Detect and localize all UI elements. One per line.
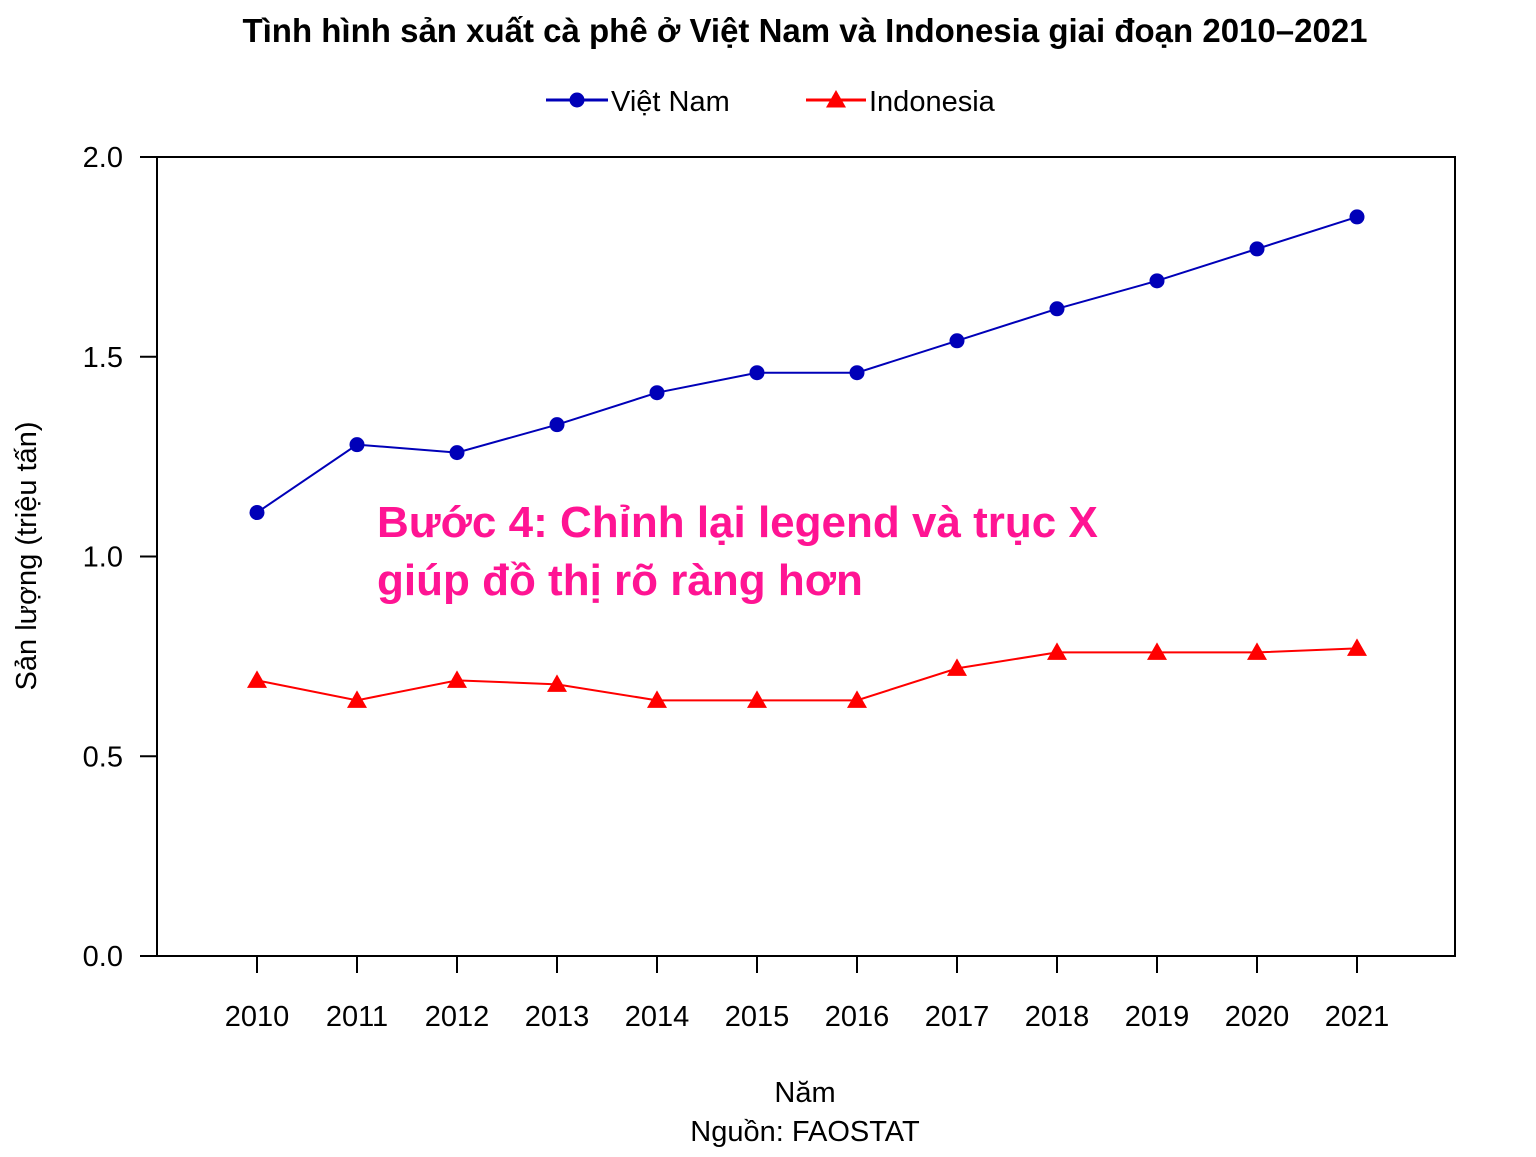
data-point-indonesia xyxy=(1347,638,1367,656)
data-point-viet-nam xyxy=(549,417,565,433)
legend-label: Indonesia xyxy=(869,86,996,118)
data-point-indonesia xyxy=(547,674,567,692)
source-caption: Nguồn: FAOSTAT xyxy=(690,1116,920,1148)
data-point-indonesia xyxy=(347,690,367,708)
x-tick-label: 2017 xyxy=(925,1001,990,1033)
x-tick-label: 2011 xyxy=(326,1001,388,1033)
data-point-viet-nam xyxy=(1349,209,1365,225)
data-point-viet-nam xyxy=(949,333,965,349)
x-axis: 2010 2011 2012 2013 2014 2015 2016 2017 2018 2019… xyxy=(225,956,1390,1033)
y-tick-label: 0.0 xyxy=(83,941,123,973)
data-point-indonesia xyxy=(847,690,867,708)
legend-item: Indonesia xyxy=(806,86,996,118)
x-tick-label: 2010 xyxy=(225,1001,290,1033)
legend: Việt Nam Indonesia xyxy=(546,86,996,118)
series-line-viet-nam xyxy=(256,215,1358,514)
y-tick-label: 1.5 xyxy=(83,342,123,374)
series-viet-nam xyxy=(249,209,1365,521)
legend-item: Việt Nam xyxy=(546,86,730,118)
x-tick-label: 2012 xyxy=(425,1001,490,1033)
x-tick-label: 2019 xyxy=(1125,1001,1190,1033)
data-point-indonesia xyxy=(247,670,267,688)
x-axis-label: Năm xyxy=(774,1077,835,1109)
x-tick-label: 2020 xyxy=(1225,1001,1290,1033)
data-point-viet-nam xyxy=(849,365,865,381)
x-tick-label: 2018 xyxy=(1025,1001,1090,1033)
annotation-line-2: giúp đồ thị rõ ràng hơn xyxy=(377,556,863,605)
legend-triangle-icon xyxy=(826,90,846,108)
legend-circle-icon xyxy=(569,92,585,108)
data-point-indonesia xyxy=(1247,642,1267,660)
data-point-viet-nam xyxy=(449,445,465,461)
data-point-indonesia xyxy=(647,690,667,708)
x-tick-label: 2016 xyxy=(825,1001,890,1033)
series-layer xyxy=(247,209,1367,708)
chart-title: Tình hình sản xuất cà phê ở Việt Nam và … xyxy=(242,12,1367,49)
y-axis-label: Sản lượng (triệu tấn) xyxy=(11,422,43,691)
data-point-viet-nam xyxy=(1149,273,1165,289)
legend-label: Việt Nam xyxy=(611,86,730,118)
x-tick-label: 2015 xyxy=(725,1001,790,1033)
data-point-indonesia xyxy=(447,670,467,688)
data-point-indonesia xyxy=(947,658,967,676)
series-indonesia xyxy=(247,638,1367,708)
y-tick-label: 0.5 xyxy=(83,741,123,773)
data-point-viet-nam xyxy=(749,365,765,381)
annotation-line-1: Bước 4: Chỉnh lại legend và trục X xyxy=(377,498,1098,547)
x-tick-label: 2013 xyxy=(525,1001,590,1033)
data-point-viet-nam xyxy=(249,505,265,521)
data-point-indonesia xyxy=(1047,642,1067,660)
data-point-viet-nam xyxy=(349,437,365,453)
y-tick-label: 1.0 xyxy=(83,542,123,574)
y-axis: 0.0 0.5 1.0 1.5 2.0 xyxy=(83,142,157,973)
data-point-viet-nam xyxy=(1249,241,1265,257)
data-point-viet-nam xyxy=(649,385,665,401)
data-point-viet-nam xyxy=(1049,301,1065,317)
y-tick-label: 2.0 xyxy=(83,142,123,174)
x-tick-label: 2014 xyxy=(625,1001,690,1033)
data-point-indonesia xyxy=(747,690,767,708)
data-point-indonesia xyxy=(1147,642,1167,660)
series-line-indonesia xyxy=(256,647,1358,702)
x-tick-label: 2021 xyxy=(1325,1001,1390,1033)
